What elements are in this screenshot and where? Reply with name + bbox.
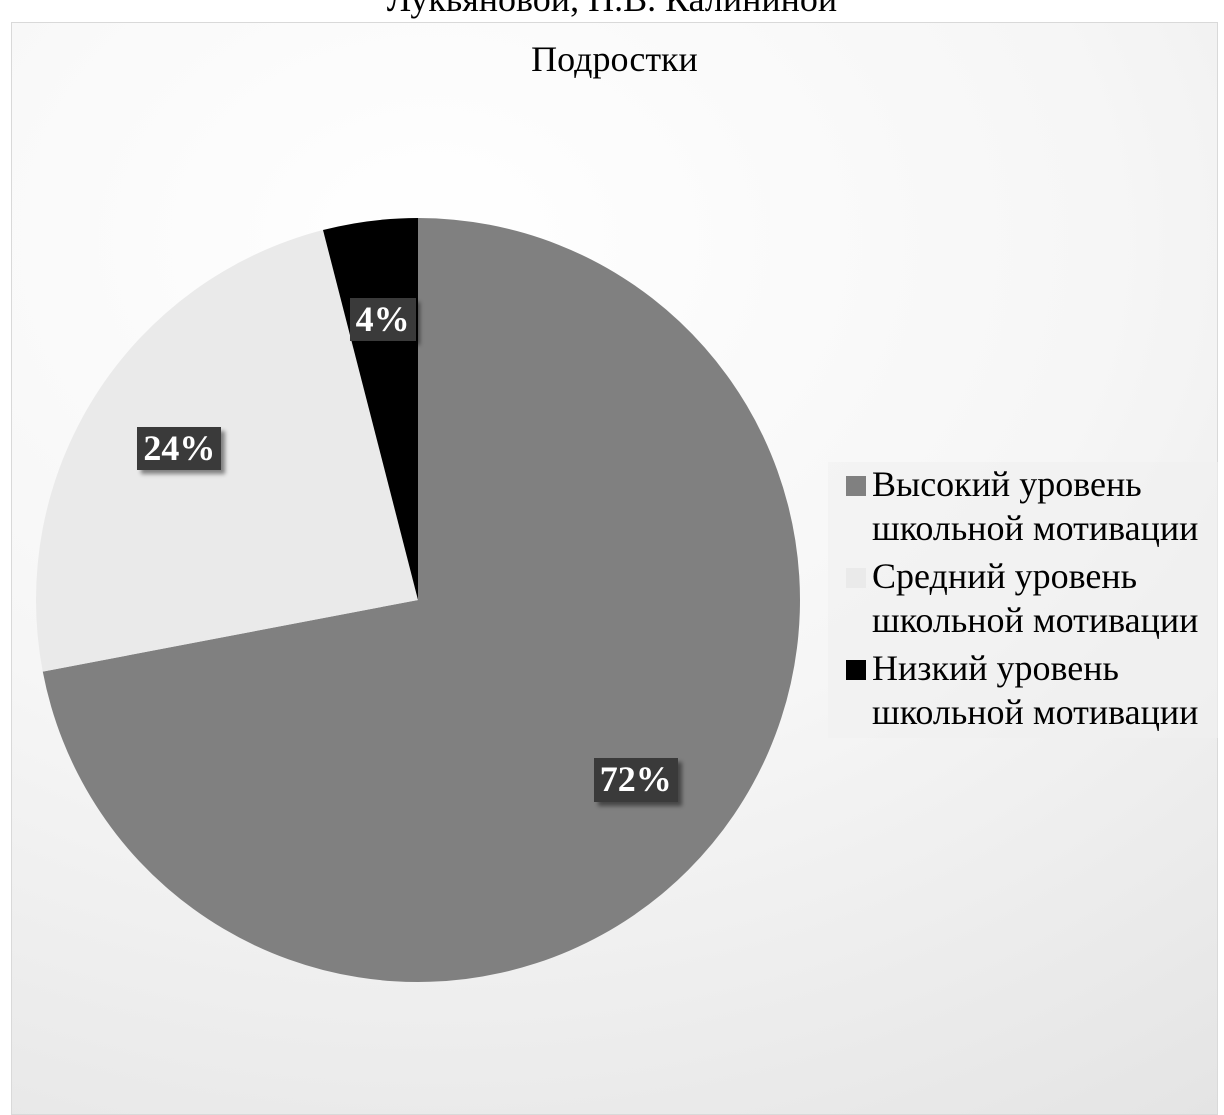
legend-label: Средний уровень школьной мотивации <box>872 556 1199 640</box>
legend-item: Средний уровень школьной мотивации <box>828 554 1218 642</box>
legend-item: Высокий уровень школьной мотивации <box>828 462 1218 550</box>
chart-title: Подростки <box>531 39 698 79</box>
legend-item: Низкий уровень школьной мотивации <box>828 646 1218 734</box>
data-label: 4% <box>349 297 416 342</box>
legend: Высокий уровень школьной мотивации Средни… <box>828 462 1218 738</box>
legend-label: Низкий уровень школьной мотивации <box>872 648 1199 732</box>
legend-swatch <box>846 476 866 496</box>
legend-swatch <box>846 568 866 588</box>
pie-slice <box>35 230 418 672</box>
data-label: 72% <box>593 758 678 802</box>
legend-label: Высокий уровень школьной мотивации <box>872 464 1199 548</box>
legend-swatch <box>846 660 866 680</box>
data-label: 24% <box>137 426 222 471</box>
document-heading-fragment: Лукьяновой, Н.В. Калининой <box>0 0 1224 20</box>
